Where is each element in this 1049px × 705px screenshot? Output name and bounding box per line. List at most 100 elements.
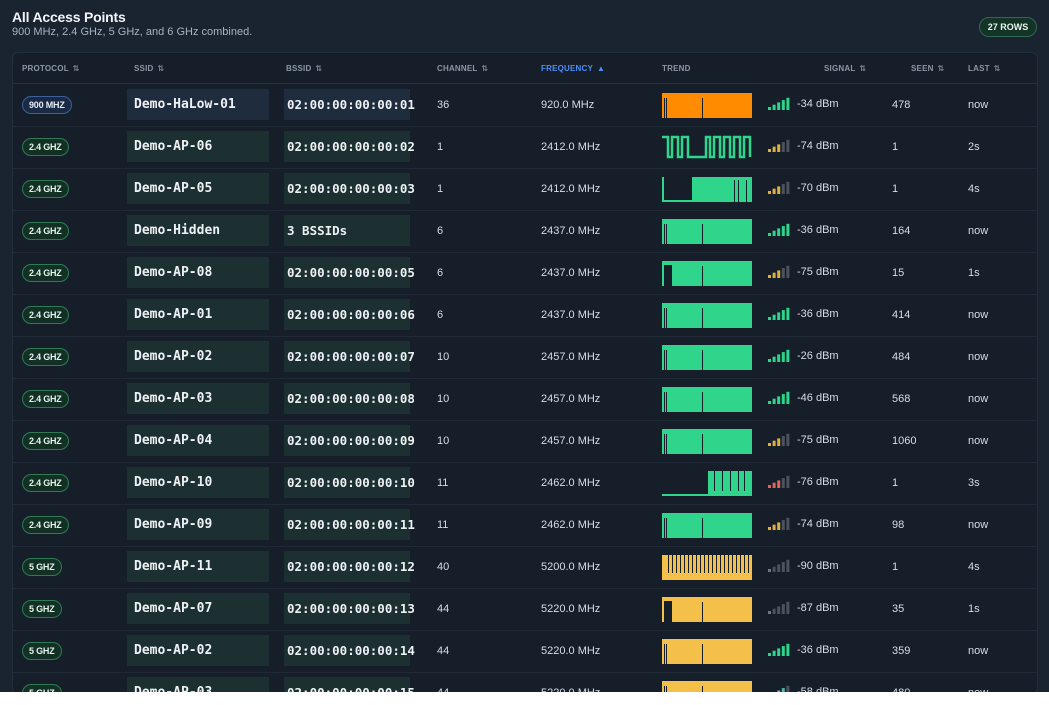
trend-sparkline bbox=[662, 555, 752, 580]
ssid-cell: Demo-AP-11 bbox=[127, 551, 269, 582]
channel-cell: 6 bbox=[437, 225, 444, 237]
frequency-cell: 5220.0 MHz bbox=[541, 687, 601, 694]
signal-strength-icon bbox=[768, 265, 790, 278]
signal-value: -74 dBm bbox=[797, 518, 839, 530]
last-cell: now bbox=[968, 309, 989, 321]
signal-strength-icon bbox=[768, 97, 790, 110]
page-title: All Access Points bbox=[12, 9, 126, 25]
signal-strength-icon bbox=[768, 349, 790, 362]
seen-cell: 1060 bbox=[892, 435, 917, 447]
protocol-badge: 5 GHZ bbox=[22, 684, 62, 693]
bssid-cell: 02:00:00:00:00:03 bbox=[284, 173, 415, 204]
last-cell: now bbox=[968, 99, 989, 111]
protocol-badge: 2.4 GHZ bbox=[22, 306, 69, 324]
trend-sparkline bbox=[662, 135, 752, 159]
bssid-cell: 02:00:00:00:00:11 bbox=[284, 509, 415, 540]
channel-cell: 6 bbox=[437, 267, 444, 279]
table-row[interactable]: 900 MHZ Demo-HaLow-01 02:00:00:00:00:01 36 9… bbox=[13, 84, 1037, 127]
column-label: LAST bbox=[968, 64, 990, 73]
frequency-cell: 2462.0 MHz bbox=[541, 477, 601, 489]
column-label: TREND bbox=[662, 64, 691, 73]
last-cell: 2s bbox=[968, 141, 980, 153]
protocol-badge: 5 GHZ bbox=[22, 600, 62, 618]
row-count-badge: 27 ROWS bbox=[979, 17, 1037, 37]
signal-strength-icon bbox=[768, 517, 790, 530]
frequency-cell: 2457.0 MHz bbox=[541, 351, 601, 363]
frequency-cell: 2437.0 MHz bbox=[541, 309, 601, 321]
signal-strength-icon bbox=[768, 559, 790, 572]
signal-strength-icon bbox=[768, 643, 790, 656]
last-cell: 4s bbox=[968, 183, 980, 195]
table-row[interactable]: 5 GHZ Demo-AP-03 02:00:00:00:00:15 44 5220.0… bbox=[13, 672, 1037, 694]
ssid-cell: Demo-AP-10 bbox=[127, 467, 269, 498]
ssid-cell: Demo-AP-02 bbox=[127, 635, 269, 666]
trend-sparkline bbox=[662, 261, 752, 286]
channel-cell: 10 bbox=[437, 435, 450, 447]
signal-value: -76 dBm bbox=[797, 476, 839, 488]
column-header-last[interactable]: LAST ⇅ bbox=[968, 64, 1001, 73]
protocol-badge: 900 MHZ bbox=[22, 96, 72, 114]
last-cell: now bbox=[968, 351, 989, 363]
column-label: SIGNAL bbox=[824, 64, 856, 73]
sort-icon: ⇅ bbox=[157, 64, 165, 73]
protocol-badge: 2.4 GHZ bbox=[22, 432, 69, 450]
signal-value: -75 dBm bbox=[797, 266, 839, 278]
table-row[interactable]: 2.4 GHZ Demo-AP-03 02:00:00:00:00:08 10 2457… bbox=[13, 378, 1037, 421]
table-row[interactable]: 5 GHZ Demo-AP-07 02:00:00:00:00:13 44 5220.0… bbox=[13, 588, 1037, 631]
table-header: PROTOCOL ⇅ SSID ⇅ BSSID ⇅ CHANNEL ⇅ FREQUENC… bbox=[13, 53, 1037, 84]
sort-icon: ⇅ bbox=[481, 64, 489, 73]
last-cell: 1s bbox=[968, 267, 980, 279]
column-label: CHANNEL bbox=[437, 64, 478, 73]
column-header-ssid[interactable]: SSID ⇅ bbox=[134, 64, 164, 73]
table-row[interactable]: 2.4 GHZ Demo-AP-09 02:00:00:00:00:11 11 2462… bbox=[13, 504, 1037, 547]
signal-strength-icon bbox=[768, 433, 790, 446]
signal-value: -90 dBm bbox=[797, 560, 839, 572]
trend-sparkline bbox=[662, 303, 752, 328]
table-row[interactable]: 2.4 GHZ Demo-Hidden 3 BSSIDs 6 2437.0 MHz -36… bbox=[13, 210, 1037, 253]
seen-cell: 568 bbox=[892, 393, 911, 405]
column-label: BSSID bbox=[286, 64, 312, 73]
table-row[interactable]: 5 GHZ Demo-AP-02 02:00:00:00:00:14 44 5220.0… bbox=[13, 630, 1037, 673]
last-cell: now bbox=[968, 645, 989, 657]
frequency-cell: 5220.0 MHz bbox=[541, 645, 601, 657]
protocol-badge: 2.4 GHZ bbox=[22, 348, 69, 366]
column-label: PROTOCOL bbox=[22, 64, 69, 73]
bssid-cell: 02:00:00:00:00:14 bbox=[284, 635, 415, 666]
ssid-cell: Demo-Hidden bbox=[127, 215, 269, 246]
last-cell: now bbox=[968, 393, 989, 405]
trend-sparkline bbox=[662, 93, 752, 118]
table-row[interactable]: 2.4 GHZ Demo-AP-04 02:00:00:00:00:09 10 2457… bbox=[13, 420, 1037, 463]
column-header-channel[interactable]: CHANNEL ⇅ bbox=[437, 64, 488, 73]
table-row[interactable]: 5 GHZ Demo-AP-11 02:00:00:00:00:12 40 5200.0… bbox=[13, 546, 1037, 589]
ssid-cell: Demo-AP-03 bbox=[127, 677, 269, 693]
last-cell: now bbox=[968, 225, 989, 237]
bssid-cell: 02:00:00:00:00:02 bbox=[284, 131, 415, 162]
page-subtitle: 900 MHz, 2.4 GHz, 5 GHz, and 6 GHz combi… bbox=[12, 26, 253, 38]
table-row[interactable]: 2.4 GHZ Demo-AP-05 02:00:00:00:00:03 1 2412.… bbox=[13, 168, 1037, 211]
table-row[interactable]: 2.4 GHZ Demo-AP-08 02:00:00:00:00:05 6 2437.… bbox=[13, 252, 1037, 295]
trend-sparkline bbox=[662, 471, 752, 496]
table-row[interactable]: 2.4 GHZ Demo-AP-02 02:00:00:00:00:07 10 2457… bbox=[13, 336, 1037, 379]
column-header-protocol[interactable]: PROTOCOL ⇅ bbox=[22, 64, 80, 73]
table-row[interactable]: 2.4 GHZ Demo-AP-10 02:00:00:00:00:10 11 2462… bbox=[13, 462, 1037, 505]
seen-cell: 484 bbox=[892, 351, 911, 363]
signal-value: -70 dBm bbox=[797, 182, 839, 194]
seen-cell: 359 bbox=[892, 645, 911, 657]
channel-cell: 1 bbox=[437, 183, 444, 195]
column-header-signal[interactable]: SIGNAL ⇅ bbox=[824, 64, 866, 73]
table-row[interactable]: 2.4 GHZ Demo-AP-06 02:00:00:00:00:02 1 2412.… bbox=[13, 126, 1037, 169]
ssid-cell: Demo-AP-03 bbox=[127, 383, 269, 414]
window-bottom-edge bbox=[0, 692, 1049, 705]
column-header-bssid[interactable]: BSSID ⇅ bbox=[286, 64, 322, 73]
seen-cell: 1 bbox=[892, 561, 899, 573]
sort-ascending-icon: ▲ bbox=[597, 64, 606, 73]
ssid-cell: Demo-AP-04 bbox=[127, 425, 269, 456]
signal-strength-icon bbox=[768, 475, 790, 488]
column-header-seen[interactable]: SEEN ⇅ bbox=[911, 64, 945, 73]
column-header-frequency[interactable]: FREQUENCY ▲ bbox=[541, 64, 605, 73]
table-row[interactable]: 2.4 GHZ Demo-AP-01 02:00:00:00:00:06 6 2437.… bbox=[13, 294, 1037, 337]
last-cell: now bbox=[968, 435, 989, 447]
seen-cell: 414 bbox=[892, 309, 911, 321]
bssid-cell: 02:00:00:00:00:05 bbox=[284, 257, 415, 288]
channel-cell: 10 bbox=[437, 393, 450, 405]
